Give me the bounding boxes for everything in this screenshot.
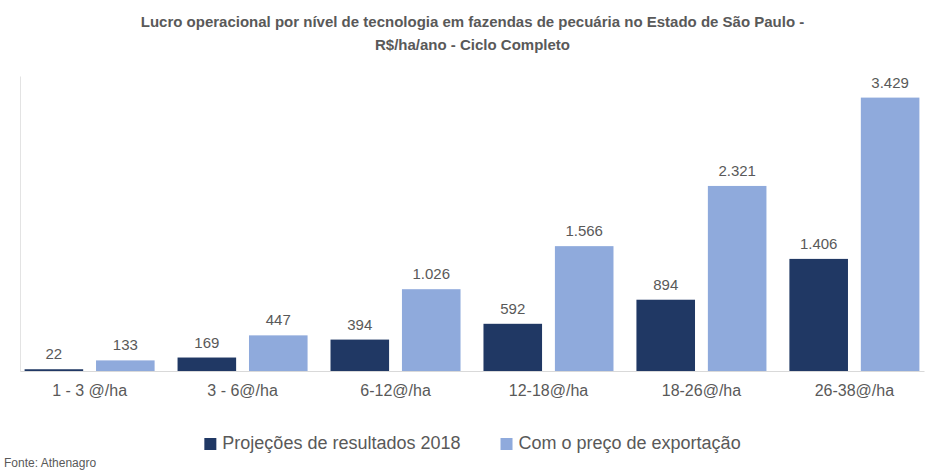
- bar: [96, 360, 155, 371]
- bar: [789, 259, 848, 371]
- bar: [708, 186, 767, 371]
- bar: [25, 369, 84, 371]
- y-axis: [20, 77, 21, 372]
- x-tick-label: 12-18@/ha: [509, 382, 589, 399]
- x-tick: 1 - 3 @/ha: [52, 371, 127, 399]
- data-label: 592: [500, 300, 525, 317]
- x-tick-label: 1 - 3 @/ha: [52, 382, 127, 399]
- x-tick-label: 26-38@/ha: [815, 382, 895, 399]
- bar: [249, 335, 308, 371]
- source: Fonte: Athenagro: [4, 456, 96, 470]
- data-label: 1.406: [800, 235, 838, 252]
- data-label: 1.026: [412, 265, 450, 282]
- data-label: 447: [266, 311, 291, 328]
- x-tick: 12-18@/ha: [509, 371, 589, 399]
- bar: [636, 300, 695, 371]
- bar: [178, 358, 237, 371]
- y-axis-line: [20, 77, 21, 372]
- bar: [402, 289, 461, 371]
- legend-label: Projeções de resultados 2018: [222, 433, 460, 453]
- x-tick-label: 18-26@/ha: [662, 382, 742, 399]
- x-tick-label: 6-12@/ha: [360, 382, 431, 399]
- data-label: 394: [347, 316, 372, 333]
- data-label: 894: [653, 276, 678, 293]
- data-label: 169: [194, 334, 219, 351]
- x-tick: 3 - 6@/ha: [207, 371, 278, 399]
- legend-item: Projeções de resultados 2018: [204, 433, 460, 453]
- x-axis: 1 - 3 @/ha 3 - 6@/ha 6-12@/ha 12-18@/ha 18-2…: [21, 371, 925, 399]
- bar: [331, 340, 390, 371]
- data-label: 1.566: [565, 222, 603, 239]
- legend: Projeções de resultados 2018 Com o preço …: [204, 433, 740, 453]
- bars: [25, 98, 920, 371]
- x-tick: 26-38@/ha: [815, 371, 895, 399]
- legend-label: Com o preço de exportação: [519, 433, 741, 453]
- x-tick-label: 3 - 6@/ha: [207, 382, 278, 399]
- bar: [555, 246, 614, 371]
- legend-item: Com o preço de exportação: [501, 433, 741, 453]
- bar: [861, 98, 920, 371]
- legend-swatch: [501, 438, 513, 450]
- data-label: 3.429: [871, 74, 909, 91]
- data-label: 22: [46, 345, 63, 362]
- x-tick: 6-12@/ha: [360, 371, 431, 399]
- x-tick: 18-26@/ha: [662, 371, 742, 399]
- data-labels: 22 169 394 592 894 1.406 133 447 1.026 1.566 2.321…: [46, 74, 909, 363]
- data-label: 2.321: [718, 162, 756, 179]
- bar: [483, 324, 542, 371]
- chart: Lucro operacional por nível de tecnologi…: [0, 0, 945, 473]
- x-axis-line: [21, 371, 925, 372]
- title: Lucro operacional por nível de tecnologi…: [141, 13, 805, 53]
- legend-swatch: [204, 438, 216, 450]
- data-label: 133: [113, 336, 138, 353]
